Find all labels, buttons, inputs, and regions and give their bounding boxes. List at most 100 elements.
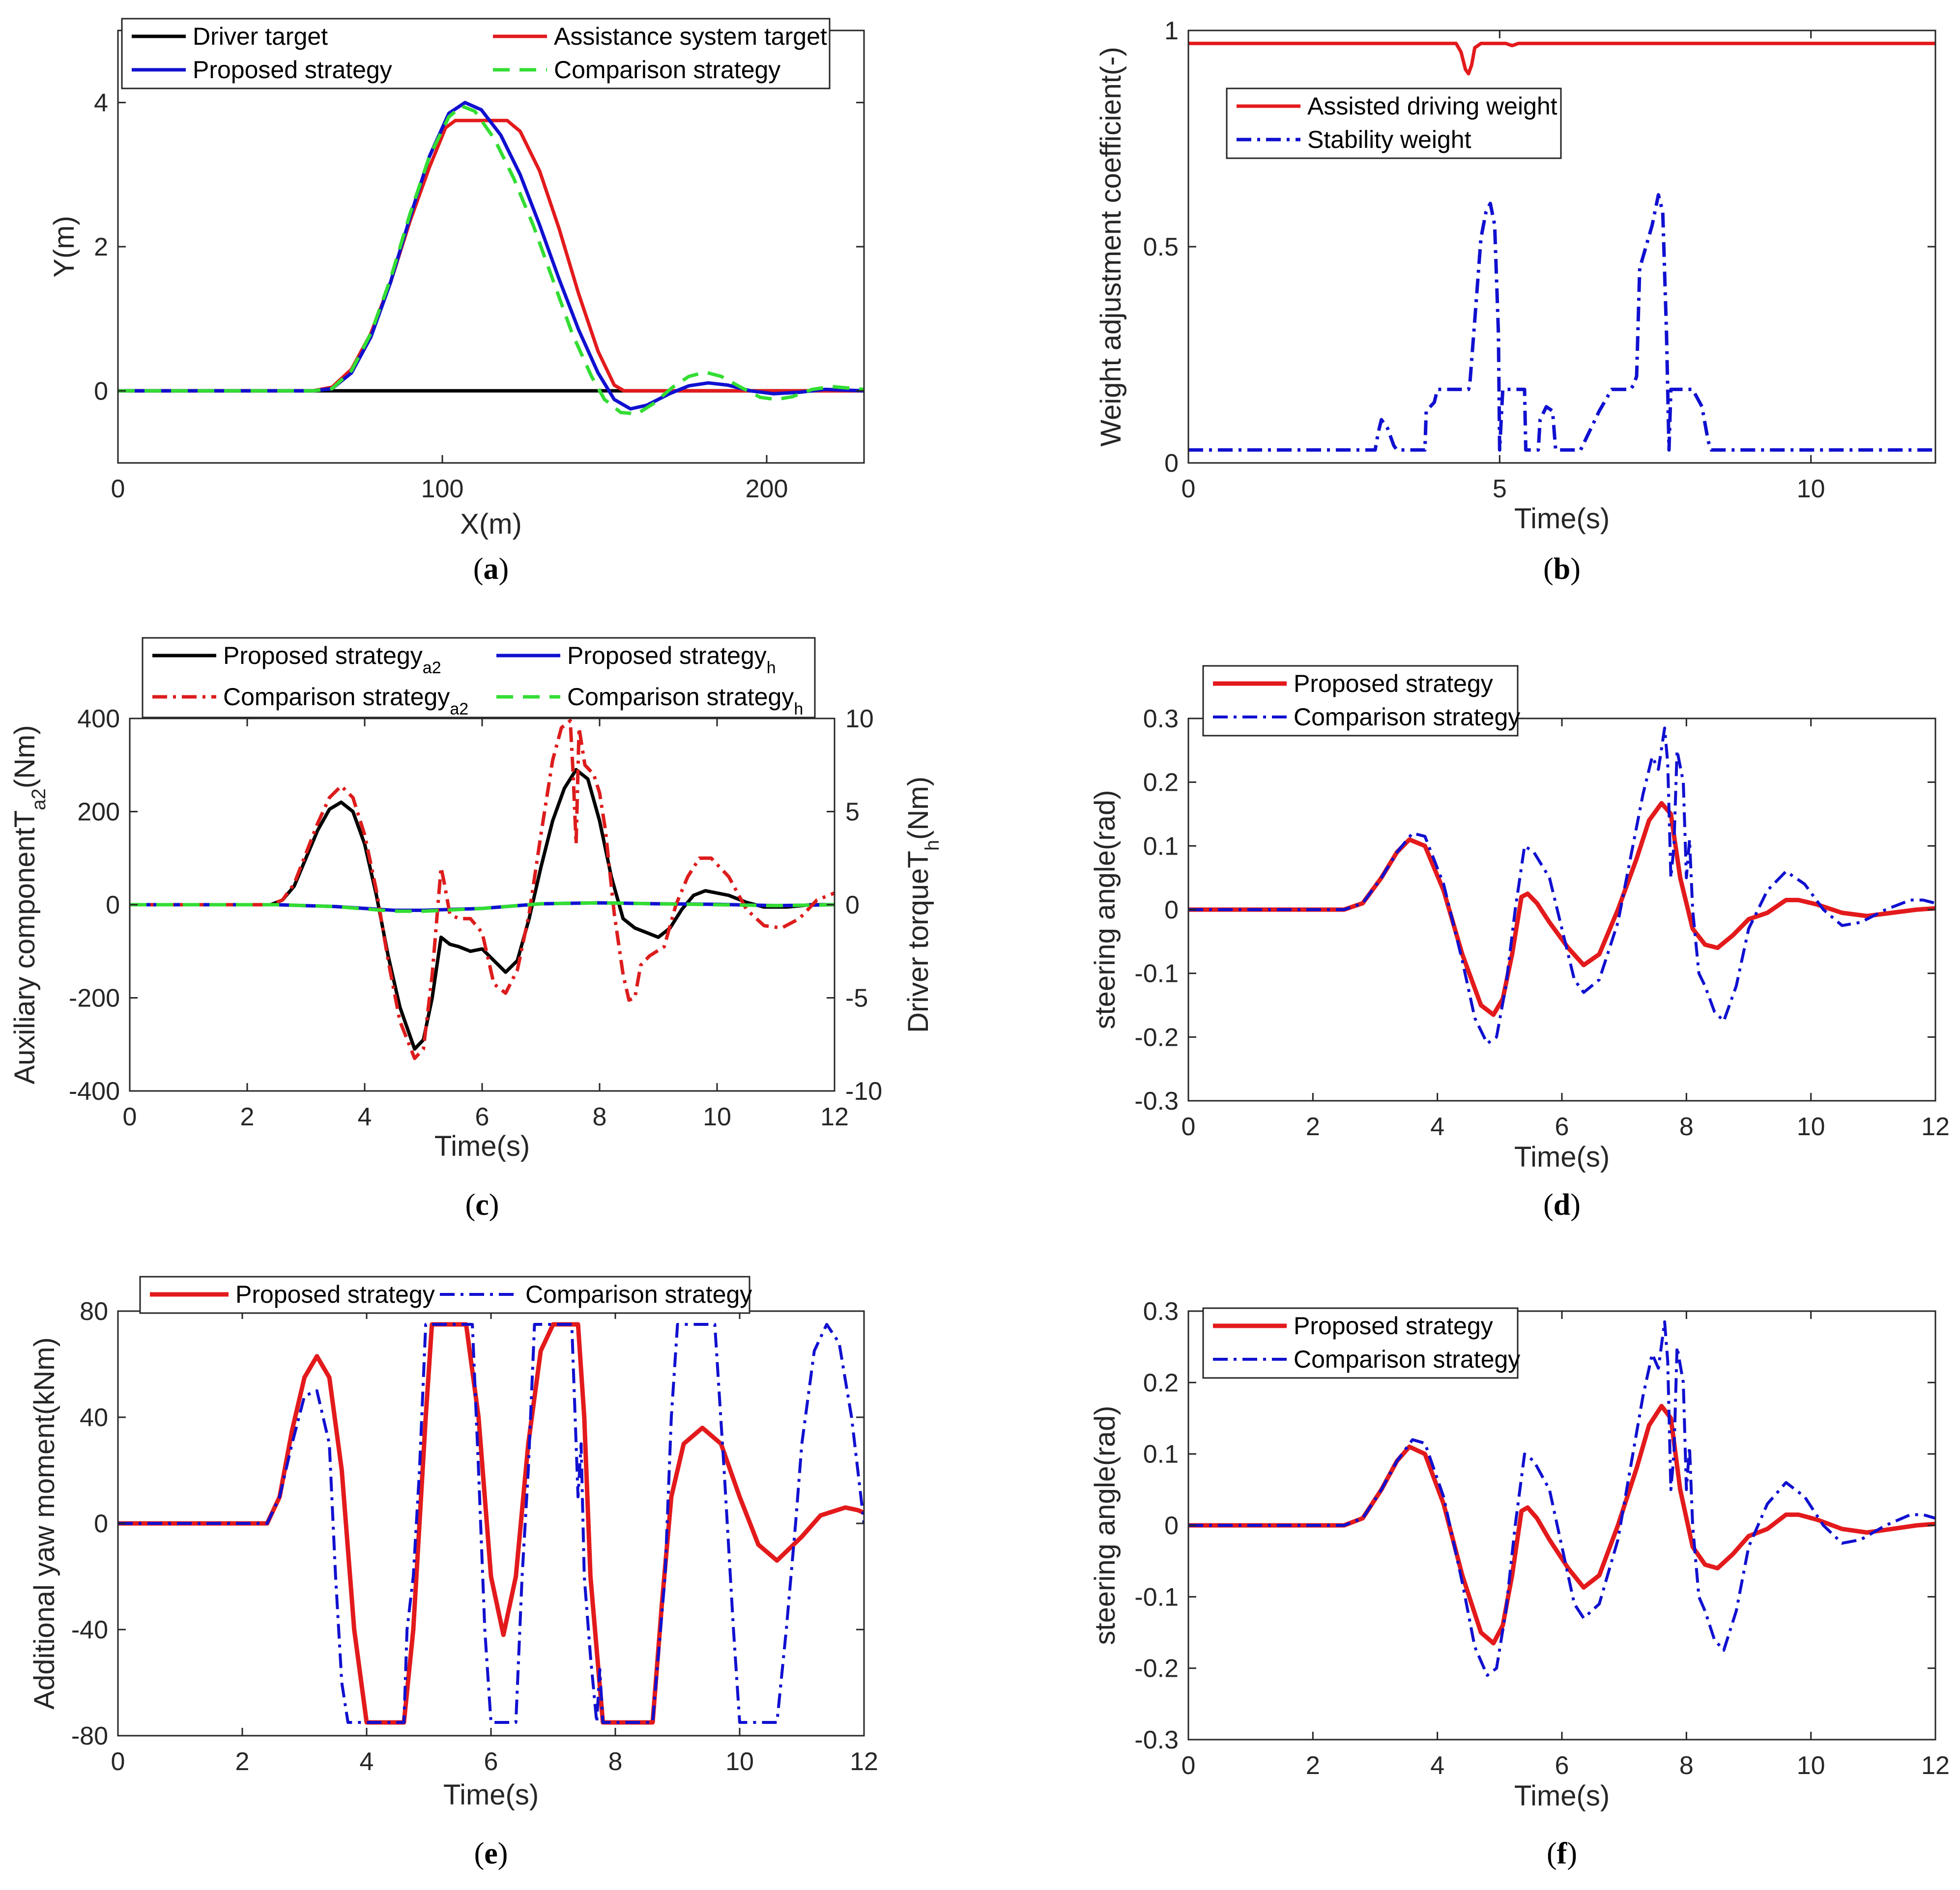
series-line-stability-weight [1188,193,1935,452]
legend-label-text: Driver target [193,23,328,50]
y-tick-label: 0 [1164,1512,1179,1540]
series-group [1188,1320,1935,1677]
chart-panel-a: 0 100 200 0 2 4 X(m) Y(m) Driver target Assistanc… [48,18,865,586]
y-tick-label: 1 [1164,17,1179,45]
y-axis-label: Auxiliary componentTa2(Nm) [9,725,50,1084]
y-tick-label: 400 [77,705,120,733]
series-line-comparison-strategy [1188,1320,1935,1677]
x-axis-label: Time(s) [443,1779,539,1811]
y-right-axis-label: Driver torqueTh(Nm) [902,776,943,1033]
caption-close: ) [1567,1837,1577,1870]
series-group [118,101,864,416]
y-right-axis-label-sub: h [922,840,943,851]
caption-open: ( [474,1837,485,1870]
y-tick-label: -0.2 [1134,1655,1179,1683]
y-tick-label: 0.3 [1143,705,1179,733]
x-tick-label: 6 [1555,1751,1569,1780]
y-tick-label: 0.5 [1143,233,1179,261]
caption-letter: b [1554,552,1570,586]
legend-label: Comparison strategya2 [223,683,468,718]
y-axis-label-text: Auxiliary componentT [9,810,41,1085]
y-axis-label-tail: (Nm) [9,725,41,788]
legend-label-text: Comparison strategy [1294,703,1520,731]
x-tick-label: 10 [703,1103,731,1131]
legend-label-text: Proposed strategy [567,642,767,669]
chart-panel-d: 0 2 4 6 8 10 12 -0.3 -0.2 -0.1 0 0.1 0.2 0.3 Time(s) st… [1089,665,1950,1222]
legend: Assisted driving weight Stability weight [1226,87,1562,159]
legend-box [1202,1307,1519,1379]
y-tick-label: 2 [94,233,108,261]
series-group [1188,41,1935,452]
caption-close: ) [498,1837,508,1870]
x-tick-label: 2 [1306,1113,1320,1141]
series-line-comparison-strategy-a2 [130,719,835,1060]
y-tick-label: 0.1 [1143,832,1179,860]
y-tick-label: -40 [71,1616,108,1644]
legend-label-text: Proposed strategy [193,56,392,84]
legend-label: Proposed strategyh [567,642,776,677]
legend-label: Assisted driving weight [1307,92,1557,120]
legend-label: Driver target [193,23,328,50]
x-tick-label: 8 [1679,1113,1694,1141]
x-tick-label: 200 [746,475,788,503]
legend-label: Proposed strategya2 [223,642,441,677]
panel-caption: (b) [1543,552,1581,586]
x-tick-label: 12 [1921,1113,1950,1141]
x-tick-label: 12 [850,1747,878,1776]
legend-label: Proposed strategy [193,56,392,84]
chart-panel-f: 0 2 4 6 8 10 12 -0.3 -0.2 -0.1 0 0.1 0.2 0.3 Time(s) st… [1089,1297,1950,1870]
caption-letter: c [475,1188,489,1222]
y-tick-label: -0.1 [1134,1583,1179,1611]
series-line-comparison-strategy-h [130,901,835,913]
x-tick-label: 4 [360,1747,374,1776]
legend-label: Comparison strategy [525,1281,752,1308]
y-tick-label: 200 [77,798,120,827]
legend-label-text: Proposed strategy [1294,1312,1493,1340]
panel-caption: (a) [473,552,509,586]
caption-open: ( [1547,1837,1557,1870]
y-tick-label: -400 [69,1077,120,1106]
x-tick-label: 4 [358,1103,372,1131]
legend-label-text: Proposed strategy [235,1281,435,1308]
panel-caption: (f) [1547,1837,1577,1870]
legend-label-text: Assisted driving weight [1307,92,1557,120]
caption-close: ) [499,552,509,586]
x-tick-label: 2 [1306,1751,1320,1780]
x-tick-label: 2 [235,1747,250,1776]
x-tick-label: 8 [593,1103,607,1131]
caption-close: ) [489,1188,499,1222]
legend: Proposed strategy Comparison strategy [1202,1307,1520,1379]
legend-label-text: Comparison strategy [567,683,794,711]
x-tick-label: 6 [484,1747,498,1776]
y-right-tick-label: 10 [845,705,874,733]
y-tick-label: 0.2 [1143,769,1179,797]
legend-label: Proposed strategy [235,1281,435,1308]
legend-label-sub: h [794,700,803,718]
caption-open: ( [473,552,484,586]
y-tick-label: 4 [94,89,108,117]
legend-label: Proposed strategy [1294,1312,1493,1340]
x-tick-label: 10 [1797,1113,1825,1141]
y-tick-label: 0 [1164,449,1179,478]
chart-panel-c: 0 2 4 6 8 10 12 -400 -200 0 200 400 -10 -5 0 5 10 Time(s)… [9,637,943,1222]
y-tick-label: -0.3 [1134,1087,1179,1116]
legend: Proposed strategya2 Proposed strategyhCom… [142,637,816,718]
y-axis-label: steering angle(rad) [1089,790,1121,1030]
y-tick-label: -0.1 [1134,960,1179,988]
legend-box [139,1276,750,1314]
x-tick-label: 8 [1679,1751,1694,1780]
legend-label-text: Assistance system target [554,23,827,50]
x-tick-label: 0 [111,475,125,503]
x-tick-label: 4 [1430,1113,1444,1141]
legend: Driver target Assistance system target Pro… [121,18,831,89]
x-tick-label: 8 [608,1747,623,1776]
y-tick-label: -0.2 [1134,1023,1179,1052]
y-axis-label-text: steering angle(rad) [1089,1406,1121,1645]
y-tick-label: 0.1 [1143,1440,1179,1469]
y-right-axis-label-text: Driver torqueT [902,851,934,1033]
chart-panel-b: 0 5 10 0 0.5 1 Time(s) Weight adjustment coeffi… [1095,17,1936,586]
caption-close: ) [1570,552,1581,586]
caption-letter: e [484,1837,498,1870]
x-tick-label: 2 [240,1103,255,1131]
y-axis-label-text: Additional yaw moment(kNm) [29,1337,60,1709]
